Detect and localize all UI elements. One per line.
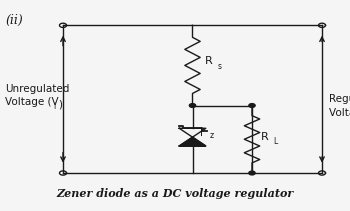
Text: R: R	[261, 132, 268, 142]
Text: Voltage (V: Voltage (V	[5, 97, 59, 107]
Polygon shape	[318, 23, 326, 27]
Text: ): )	[58, 99, 62, 109]
Polygon shape	[249, 104, 255, 107]
Polygon shape	[179, 137, 206, 146]
Polygon shape	[60, 171, 66, 175]
Text: Unregulated: Unregulated	[5, 84, 70, 94]
Text: Regulated: Regulated	[329, 94, 350, 104]
Text: Zener diode as a DC voltage regulator: Zener diode as a DC voltage regulator	[56, 188, 294, 199]
Polygon shape	[249, 171, 255, 175]
Text: I: I	[200, 128, 203, 138]
Text: (ii): (ii)	[5, 14, 23, 27]
Text: R: R	[205, 56, 212, 66]
Text: L: L	[274, 137, 278, 146]
Polygon shape	[318, 171, 326, 175]
Text: Voltage (V: Voltage (V	[329, 108, 350, 118]
Polygon shape	[189, 104, 196, 107]
Text: s: s	[218, 62, 222, 71]
Text: i: i	[54, 102, 56, 111]
Text: z: z	[210, 131, 214, 140]
Polygon shape	[60, 23, 66, 27]
